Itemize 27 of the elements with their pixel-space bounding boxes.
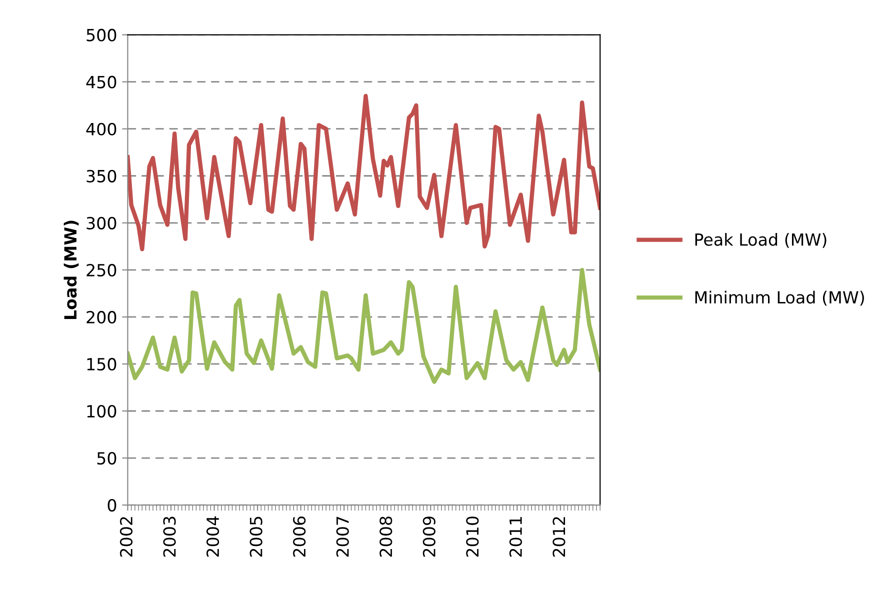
x-tick-label: 2011 bbox=[509, 516, 522, 557]
x-tick-label: 2003 bbox=[163, 516, 176, 557]
y-tick-label: 350 bbox=[86, 170, 116, 182]
x-tick-label: 2008 bbox=[380, 516, 392, 557]
x-tick-label: 2002 bbox=[120, 517, 133, 557]
y-tick-label: 450 bbox=[86, 76, 116, 88]
x-tick-label: 2004 bbox=[206, 516, 220, 557]
y-tick-label: 50 bbox=[97, 452, 116, 465]
x-tick-label: 2006 bbox=[293, 516, 306, 557]
x-tick-label: 2007 bbox=[336, 516, 349, 557]
y-tick-label: 400 bbox=[86, 122, 116, 136]
y-axis-title: Load (MW) bbox=[64, 220, 79, 320]
y-tick-label: 150 bbox=[87, 358, 116, 371]
y-tick-label: 100 bbox=[87, 404, 116, 418]
legend-label: Peak Load (MW) bbox=[695, 232, 826, 248]
y-tick-label: 500 bbox=[86, 28, 116, 42]
y-tick-label: 300 bbox=[86, 216, 116, 230]
y-tick-label: 250 bbox=[86, 264, 116, 276]
y-tick-label: 0 bbox=[108, 499, 116, 512]
x-tick-label: 2005 bbox=[250, 516, 262, 557]
x-tick-label: 2010 bbox=[466, 516, 479, 557]
x-tick-label: 2012 bbox=[552, 517, 566, 557]
legend-label: Minimum Load (MW) bbox=[695, 290, 864, 306]
line-series bbox=[128, 268, 600, 384]
x-tick-label: 2009 bbox=[422, 516, 436, 557]
line-series bbox=[128, 94, 600, 252]
y-tick-label: 200 bbox=[86, 310, 116, 324]
